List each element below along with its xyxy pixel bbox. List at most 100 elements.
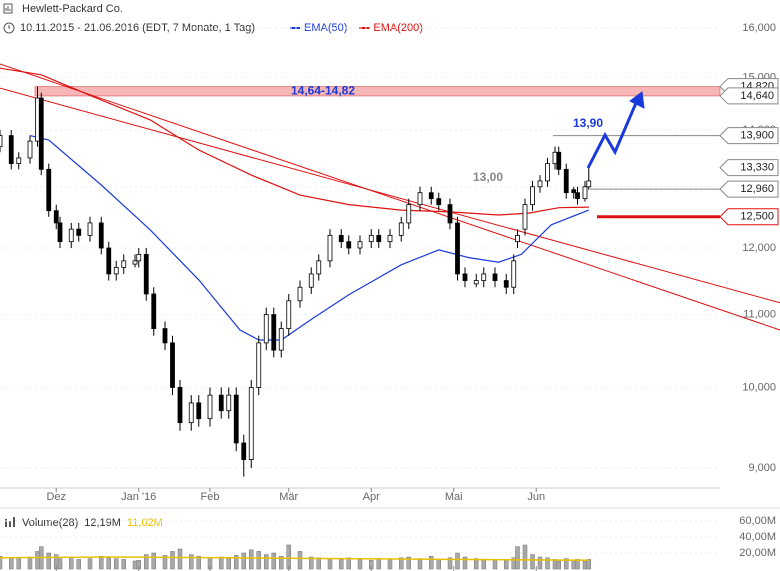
candle-body — [8, 135, 14, 165]
volume-bar — [582, 560, 588, 570]
candle-body — [27, 140, 33, 159]
candle-body — [297, 286, 303, 302]
candle-body — [462, 273, 468, 281]
candle-body — [170, 342, 175, 388]
plot-area — [0, 63, 780, 477]
volume-bar — [99, 555, 104, 570]
title-icon — [3, 3, 13, 14]
candle-body — [121, 260, 127, 268]
candle-body — [53, 210, 59, 224]
candle-body — [241, 442, 247, 460]
date-range: 10.11.2015 - 21.06.2016 (EDT, 7 Monate, … — [20, 22, 255, 34]
candle-body — [57, 222, 63, 243]
annotation: 13,00 — [473, 170, 503, 184]
volume-bar — [264, 554, 269, 570]
x-tick-label: Feb — [201, 491, 220, 503]
volume-bar — [316, 557, 321, 570]
volume-bar — [189, 554, 194, 570]
volume-bar — [387, 559, 393, 570]
candle-body — [207, 394, 213, 420]
candle-body — [218, 394, 224, 412]
candle-body — [132, 260, 138, 265]
band-label: 14,64-14,82 — [291, 83, 355, 97]
volume-bar — [474, 558, 479, 570]
volume-average-line — [0, 556, 589, 561]
volume-bar — [170, 551, 175, 570]
candle-body — [226, 394, 232, 412]
volume-bar — [256, 551, 261, 570]
candle-body — [387, 234, 393, 243]
candle-body — [368, 234, 374, 243]
candle-body — [417, 192, 423, 206]
x-tick-label: Jan '16 — [121, 491, 156, 503]
candle-body — [271, 314, 277, 351]
clock-icon — [3, 22, 15, 34]
volume-bar — [327, 558, 333, 570]
volume-bar — [376, 558, 381, 570]
volume-bar — [537, 556, 543, 570]
candle-body — [278, 328, 284, 351]
annotation: 13,90 — [573, 116, 603, 130]
volume-bar — [447, 557, 453, 570]
candle-body — [177, 387, 183, 424]
trendline — [0, 63, 780, 331]
candle-body — [162, 328, 168, 344]
candle-body — [316, 260, 322, 275]
volume-bar — [132, 560, 138, 570]
volume-bar — [481, 559, 486, 570]
candle-body — [16, 157, 22, 165]
candle-body — [87, 222, 93, 236]
candle-body — [308, 273, 314, 288]
volume-bar — [162, 555, 168, 570]
candle-body — [136, 254, 142, 262]
candle-body — [68, 228, 74, 243]
candle-body — [492, 273, 498, 281]
candle-body — [406, 204, 412, 224]
volume-bar — [35, 551, 40, 570]
volume-bar — [552, 559, 558, 570]
candle-body — [436, 198, 442, 206]
volume-value: 12,19M — [84, 517, 121, 529]
volume-bar — [406, 556, 411, 570]
candle-body — [248, 387, 254, 460]
volume-bar — [226, 558, 231, 570]
volume-bar — [219, 556, 224, 570]
candle-body — [38, 97, 44, 170]
candle-body — [582, 186, 588, 200]
candle-body — [530, 186, 535, 206]
volume-bar — [556, 560, 561, 570]
level-label: 12,500 — [740, 211, 774, 223]
y-tick-label: 40,00M — [739, 531, 776, 543]
candle-body — [76, 228, 82, 236]
candle-body — [481, 273, 487, 281]
candle-body — [151, 293, 157, 329]
y-tick-label: 11,000 — [743, 308, 776, 320]
candle-body — [113, 266, 119, 275]
volume-bar — [571, 559, 576, 570]
volume-bar — [586, 559, 591, 570]
volume-bar — [234, 555, 239, 570]
candle-body — [575, 192, 580, 200]
trendline — [0, 87, 780, 304]
candle-body — [455, 222, 460, 275]
level-label: 13,900 — [740, 130, 774, 142]
y-tick-label: 9,000 — [748, 462, 776, 474]
volume-bar — [339, 559, 344, 570]
volume-bar — [564, 558, 569, 570]
volume-bar — [241, 552, 246, 570]
candle-body — [256, 342, 262, 388]
volume-bar — [271, 552, 276, 570]
volume-icon — [9, 521, 11, 527]
candle-body — [106, 247, 112, 275]
candle-body — [98, 222, 104, 249]
level-label: 13,330 — [740, 162, 774, 174]
y-tick-label: 20,00M — [739, 547, 776, 559]
volume-bar — [492, 559, 498, 570]
y-tick-label: 16,000 — [742, 22, 776, 34]
candle-body — [511, 260, 517, 288]
volume-bar — [399, 557, 404, 570]
volume-bar — [346, 557, 351, 570]
volume-bar — [297, 551, 303, 570]
volume-icon — [13, 517, 15, 527]
